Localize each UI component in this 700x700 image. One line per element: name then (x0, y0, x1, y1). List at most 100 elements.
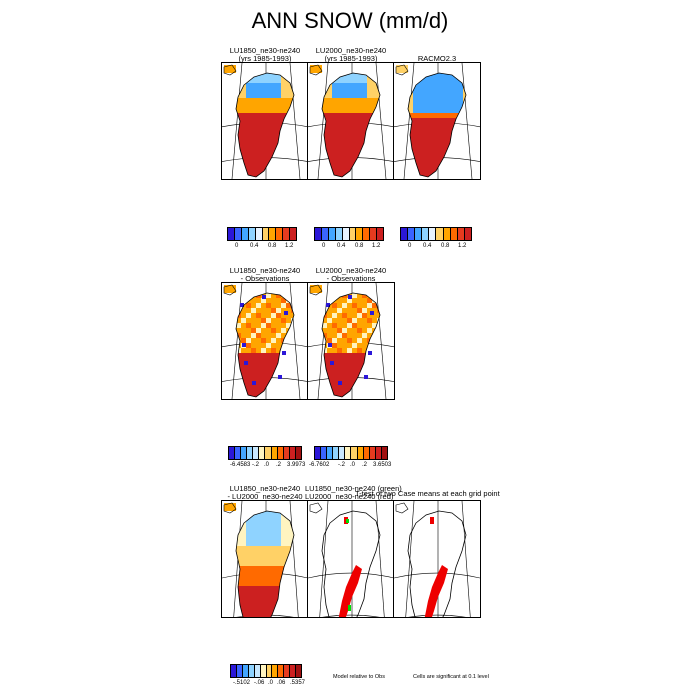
map-cell (347, 363, 352, 368)
map-cell (357, 133, 362, 138)
map-cell (266, 308, 271, 313)
map-cell (337, 393, 342, 397)
map-cell (256, 536, 261, 541)
map-cell (347, 123, 352, 128)
map-cell (347, 88, 352, 93)
map-cell (418, 163, 423, 168)
map-cell (428, 178, 433, 179)
map-cell (246, 138, 251, 143)
map-cell (322, 168, 327, 173)
map-cell (408, 153, 413, 158)
map-cell (301, 163, 306, 168)
map-cell (271, 506, 276, 511)
map-cell (377, 333, 380, 338)
map-cell (398, 103, 403, 108)
panel-title-line1: LU2000_ne30-ne240 (315, 266, 387, 275)
map-cell (276, 393, 281, 397)
map-cell (261, 163, 266, 168)
map-cell (352, 373, 357, 378)
map-cell (266, 531, 271, 536)
graticule-arc (322, 614, 380, 617)
map-cell (246, 98, 251, 103)
note-significance: Cells are significant at 0.1 level (413, 674, 489, 680)
map-cell (367, 73, 372, 78)
colorbar-swatch (457, 228, 465, 240)
colorbar-swatch (357, 447, 364, 459)
map-cell (398, 108, 403, 113)
colorbar-swatch (242, 665, 249, 677)
map-cell (301, 566, 306, 571)
map-cell (231, 128, 236, 133)
map-cell (337, 368, 342, 373)
map-cell (317, 353, 322, 358)
map-cell (312, 143, 317, 148)
map-cell (291, 168, 294, 173)
map-cell (286, 118, 291, 123)
map-cell (291, 68, 296, 73)
map-cell (301, 118, 306, 123)
map-cell (261, 611, 266, 616)
map-cell (387, 328, 392, 333)
map-cell (296, 566, 301, 571)
map-cell (276, 133, 281, 138)
map-cell (377, 128, 380, 133)
map-cell (276, 313, 281, 318)
map-cell (428, 153, 433, 158)
map-cell (271, 596, 276, 601)
map-cell (403, 83, 408, 88)
map-cell (251, 398, 256, 399)
map-cell (276, 571, 281, 576)
map-cell (241, 596, 246, 601)
map-cell (347, 308, 352, 313)
map-cell (438, 168, 443, 173)
map-cell (256, 113, 261, 118)
map-cell (463, 143, 466, 148)
panel-title-line1: LU1850_ne30-ne240 (229, 484, 301, 493)
map-cell (296, 561, 301, 566)
map-cell (261, 93, 266, 98)
map-cell (281, 606, 286, 611)
map-cell (362, 168, 367, 173)
map-cell (347, 63, 352, 68)
map-cell (246, 328, 251, 333)
map-cell (382, 63, 387, 68)
map-cell (236, 178, 241, 179)
map-cell (226, 128, 231, 133)
map-cell (226, 298, 231, 303)
map-cell (266, 113, 271, 118)
map-cell (423, 63, 428, 68)
map-cell (291, 73, 294, 78)
map-cell (418, 168, 423, 173)
map-cell (291, 328, 294, 333)
map-cell (418, 143, 423, 148)
map-cell (276, 546, 281, 551)
map-cell (246, 566, 251, 571)
map-cell (357, 288, 362, 293)
map-cell (296, 128, 301, 133)
map-cell (271, 348, 276, 353)
map-cell (342, 83, 347, 88)
map-cell (322, 363, 327, 368)
map-cell (301, 103, 306, 108)
map-cell (387, 303, 392, 308)
map-cell (261, 98, 266, 103)
map-cell (438, 88, 443, 93)
map-cell (327, 123, 332, 128)
map-cell (433, 173, 438, 177)
map-cell (352, 293, 357, 298)
map-cell (357, 148, 362, 153)
map-cell (382, 388, 387, 393)
map-cell (251, 318, 256, 323)
map-cell (347, 303, 352, 308)
map-cell (322, 288, 327, 293)
map-cell (301, 506, 306, 511)
map-cell (246, 373, 251, 378)
map-cell (367, 333, 372, 338)
map-cell (301, 98, 306, 103)
map-cell (241, 123, 246, 128)
map-cell (241, 173, 246, 177)
map-cell (256, 148, 261, 153)
map-cell (332, 138, 337, 143)
map-cell (271, 128, 276, 133)
map-cell (261, 388, 266, 393)
